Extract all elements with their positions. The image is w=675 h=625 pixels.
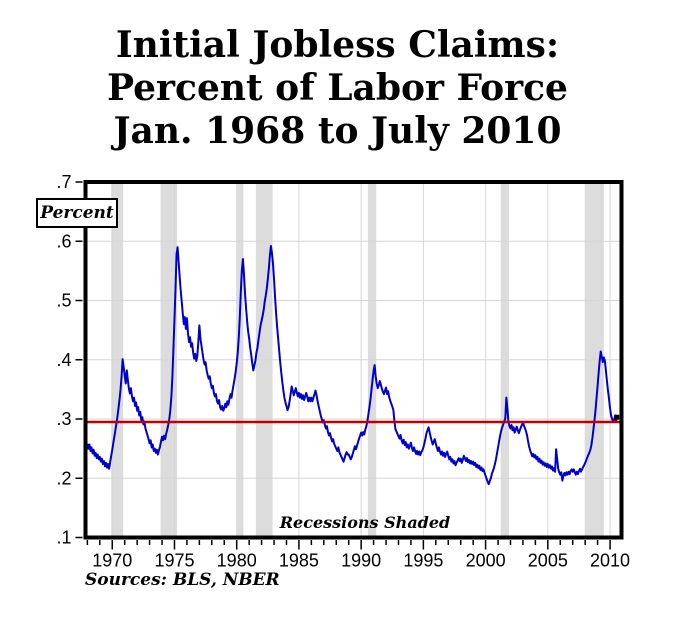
y-tick-label: .1 bbox=[56, 528, 71, 548]
data-series bbox=[86, 244, 620, 486]
x-tick-label: 2000 bbox=[466, 551, 506, 571]
x-tick-label: 1975 bbox=[154, 551, 194, 571]
x-tick-label: 2005 bbox=[528, 551, 568, 571]
plot-frame-group bbox=[83, 180, 624, 540]
y-tick-label: .3 bbox=[56, 409, 71, 429]
plot-frame bbox=[83, 180, 624, 540]
x-tick-label: 1970 bbox=[92, 551, 132, 571]
recessions-shaded-note: Recessions Shaded bbox=[279, 513, 450, 532]
axis-tick-labels: .1 .2 .3 .4 .5 .6 .7 1970 1975 1980 1985 1990 1995 20… bbox=[56, 172, 630, 571]
chart-title-line3: Jan. 1968 to July 2010 bbox=[113, 110, 562, 152]
x-tick-label: 2010 bbox=[590, 551, 630, 571]
chart-title-line2: Percent of Labor Force bbox=[107, 67, 568, 109]
claims-line bbox=[86, 244, 618, 486]
x-tick-label: 1990 bbox=[341, 551, 381, 571]
y-tick-label: .7 bbox=[56, 172, 71, 192]
axis-ticks bbox=[75, 181, 611, 550]
y-tick-label: .2 bbox=[56, 468, 71, 488]
y-tick-label: .5 bbox=[56, 291, 71, 311]
x-tick-label: 1980 bbox=[217, 551, 257, 571]
y-tick-label: .6 bbox=[56, 231, 71, 251]
chart-title: Initial Jobless Claims: Percent of Labor… bbox=[0, 24, 675, 153]
latest-value-marker bbox=[614, 414, 620, 420]
y-tick-label: .4 bbox=[56, 350, 71, 370]
x-tick-label: 1985 bbox=[279, 551, 319, 571]
sources-note: Sources: BLS, NBER bbox=[85, 570, 280, 590]
y-axis-unit-box: Percent bbox=[36, 198, 118, 228]
x-tick-label: 1995 bbox=[403, 551, 443, 571]
chart-title-line1: Initial Jobless Claims: bbox=[115, 24, 560, 66]
